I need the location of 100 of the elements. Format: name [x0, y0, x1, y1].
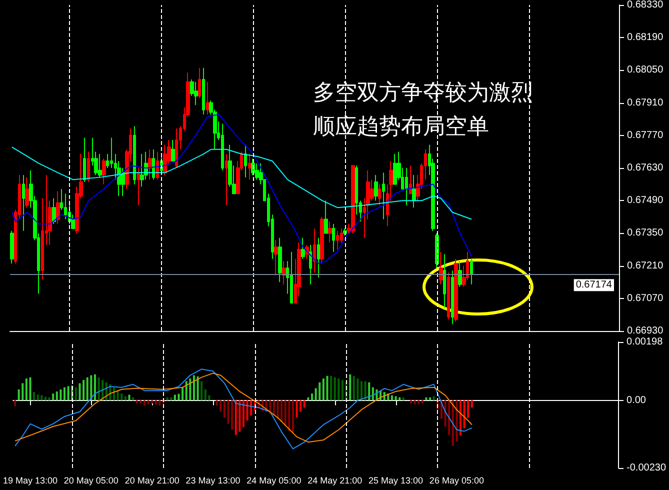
candlestick [324, 200, 328, 234]
bar [307, 397, 310, 400]
x-tick-label: 25 May 13:00 [368, 476, 424, 486]
bar [352, 376, 355, 400]
candlestick [393, 154, 397, 185]
bar [292, 400, 294, 433]
bar [192, 375, 195, 400]
candlestick [343, 228, 347, 236]
bar [456, 400, 458, 442]
y-tick-label: 0.67350 [627, 228, 664, 239]
candlestick [25, 176, 29, 208]
bar [40, 395, 43, 400]
bar [364, 381, 366, 400]
candlestick [248, 154, 251, 180]
bar [120, 394, 123, 400]
x-tick-label: 23 May 13:00 [186, 476, 240, 486]
x-tick-label: 24 May 21:00 [308, 476, 362, 486]
bar [322, 378, 324, 400]
bar [280, 400, 283, 422]
bar [448, 400, 450, 436]
bar [303, 400, 306, 408]
bar [25, 378, 28, 400]
bar [78, 383, 81, 400]
candlestick [244, 144, 247, 178]
bar [220, 400, 222, 412]
bar [341, 380, 344, 400]
bar [178, 394, 180, 400]
candlestick [64, 193, 67, 220]
bar [22, 383, 24, 400]
bar [174, 394, 176, 400]
candlestick [163, 144, 167, 176]
bar [414, 400, 416, 404]
x-tick-label: 24 May 05:00 [246, 476, 302, 486]
x-tick-label: 26 May 05:00 [429, 476, 484, 486]
bar [429, 397, 432, 400]
bar [124, 396, 126, 400]
bar [86, 377, 88, 400]
candlestick [332, 223, 335, 252]
bar [128, 394, 130, 400]
bar [56, 391, 58, 400]
bar [402, 397, 404, 400]
bar [166, 397, 168, 400]
bar [398, 397, 401, 400]
x-tick-label: 20 May 05:00 [64, 476, 118, 486]
bar [452, 400, 454, 446]
bar [64, 387, 66, 400]
candlestick [458, 260, 462, 288]
bar [231, 400, 234, 430]
y-tick-label: 0.68190 [627, 32, 664, 44]
bar [227, 400, 230, 424]
candlestick [412, 174, 416, 208]
bar [460, 400, 462, 436]
y-tick-label: 0.67490 [627, 195, 664, 206]
bar [44, 396, 46, 400]
candlestick [451, 270, 454, 325]
bar [246, 400, 248, 421]
candlestick [290, 251, 293, 304]
x-tick-label: 20 May 21:00 [124, 476, 180, 486]
candlestick [171, 140, 175, 162]
y-tick-label: 0.68330 [627, 0, 664, 10]
bar [14, 400, 16, 406]
candlestick [351, 165, 355, 234]
bar [234, 400, 237, 436]
candlestick [202, 67, 205, 115]
candlestick [133, 126, 136, 185]
bar [136, 400, 138, 404]
y-tick-label: 0.66930 [627, 326, 664, 336]
candlestick [156, 151, 159, 180]
bar [421, 400, 424, 404]
y-tick-label: 0.00 [626, 394, 646, 406]
bar [432, 396, 435, 400]
bar [182, 387, 184, 400]
candlestick [87, 151, 90, 182]
candlestick [405, 168, 408, 206]
candlestick [470, 258, 473, 285]
x-tick-label: 19 May 13:00 [2, 476, 58, 486]
bar [102, 380, 104, 400]
candlestick [56, 190, 60, 224]
bar [326, 376, 328, 400]
bar [288, 400, 290, 432]
bar [394, 396, 397, 400]
bar [196, 376, 199, 400]
candlestick [320, 216, 324, 264]
candlestick [274, 240, 278, 276]
candlestick [282, 260, 286, 285]
candlestick [148, 148, 152, 180]
candlestick [137, 168, 140, 206]
candlestick [22, 174, 25, 232]
bar [360, 381, 363, 400]
bar [242, 400, 244, 428]
bar [113, 387, 116, 400]
candlestick [52, 198, 56, 224]
candlestick [317, 237, 320, 278]
bar [33, 392, 36, 400]
bar [296, 400, 298, 418]
candlestick [98, 154, 102, 178]
y-tick-label: 0.67210 [627, 260, 664, 272]
candlestick [221, 123, 224, 171]
bar [311, 394, 314, 400]
candlestick [454, 258, 458, 322]
